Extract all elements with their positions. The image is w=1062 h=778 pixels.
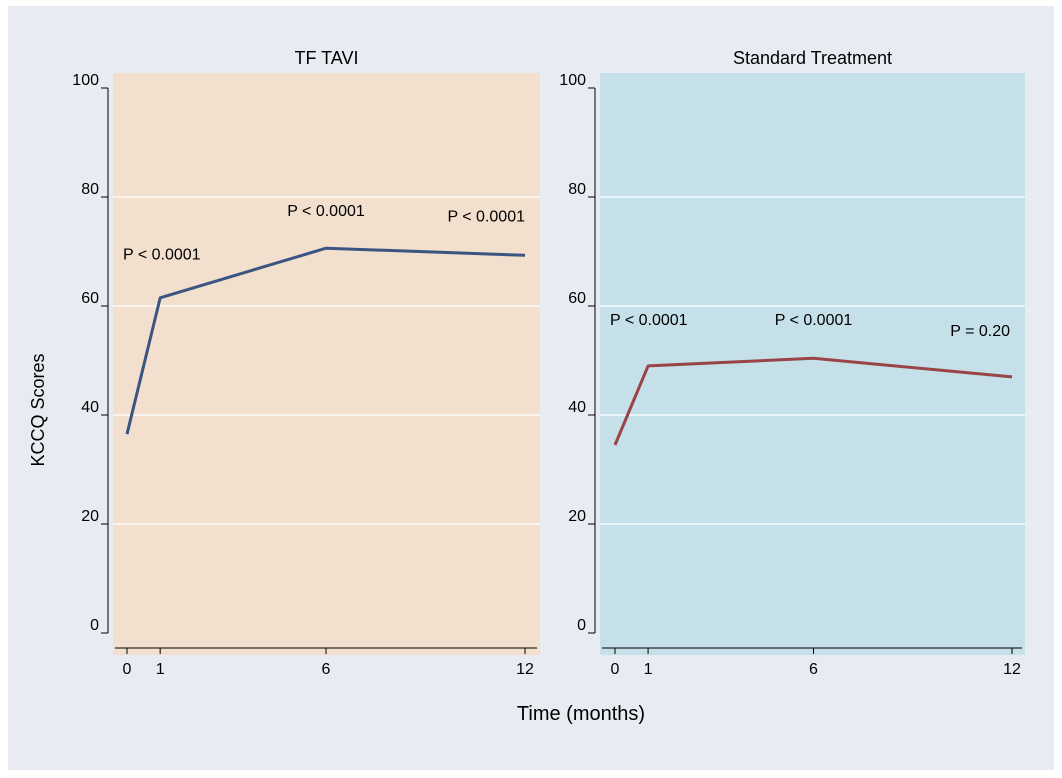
p-value-annotation: P = 0.20: [950, 323, 1010, 340]
y-tick-label: 60: [81, 290, 99, 307]
y-tick-label: 20: [81, 508, 99, 525]
panel-strip: [113, 44, 540, 73]
x-tick-label: 6: [809, 661, 818, 678]
p-value-annotation: P < 0.0001: [447, 209, 525, 226]
p-value-annotation: P < 0.0001: [610, 312, 688, 329]
p-value-annotation: P < 0.0001: [775, 312, 853, 329]
y-axis-label: KCCQ Scores: [28, 353, 48, 466]
y-tick-label: 40: [568, 399, 586, 416]
y-tick-label: 100: [72, 72, 99, 89]
series-line: [125, 246, 526, 435]
plot-area: [113, 73, 540, 655]
y-tick-label: 20: [568, 508, 586, 525]
series-line: [613, 356, 1013, 446]
x-tick-label: 6: [322, 661, 331, 678]
y-tick-label: 80: [81, 181, 99, 198]
panel-title: Standard Treatment: [733, 48, 892, 68]
panel-tf-tavi: TF TAVI 0 20 40 60 80 100 0 1 6 12 P < 0.0001 P < 0.…: [72, 44, 540, 678]
y-tick-label: 0: [90, 617, 99, 634]
y-tick-label: 40: [81, 399, 99, 416]
x-tick-label: 1: [644, 661, 653, 678]
y-tick-label: 0: [577, 617, 586, 634]
x-tick-label: 0: [611, 661, 620, 678]
y-tick-label: 100: [559, 72, 586, 89]
x-tick-label: 12: [516, 661, 534, 678]
x-tick-label: 1: [156, 661, 165, 678]
x-tick-label: 12: [1003, 661, 1021, 678]
panel-standard-treatment: Standard Treatment 0 20 40 60 80 100 0 1 6 12 P < 0…: [559, 44, 1025, 678]
y-tick-label: 60: [568, 290, 586, 307]
p-value-annotation: P < 0.0001: [287, 203, 365, 220]
panel-title: TF TAVI: [294, 48, 358, 68]
p-value-annotation: P < 0.0001: [123, 247, 201, 264]
panel-strip: [600, 44, 1025, 73]
y-tick-label: 80: [568, 181, 586, 198]
x-axis-label: Time (months): [517, 703, 645, 725]
x-tick-label: 0: [123, 661, 132, 678]
